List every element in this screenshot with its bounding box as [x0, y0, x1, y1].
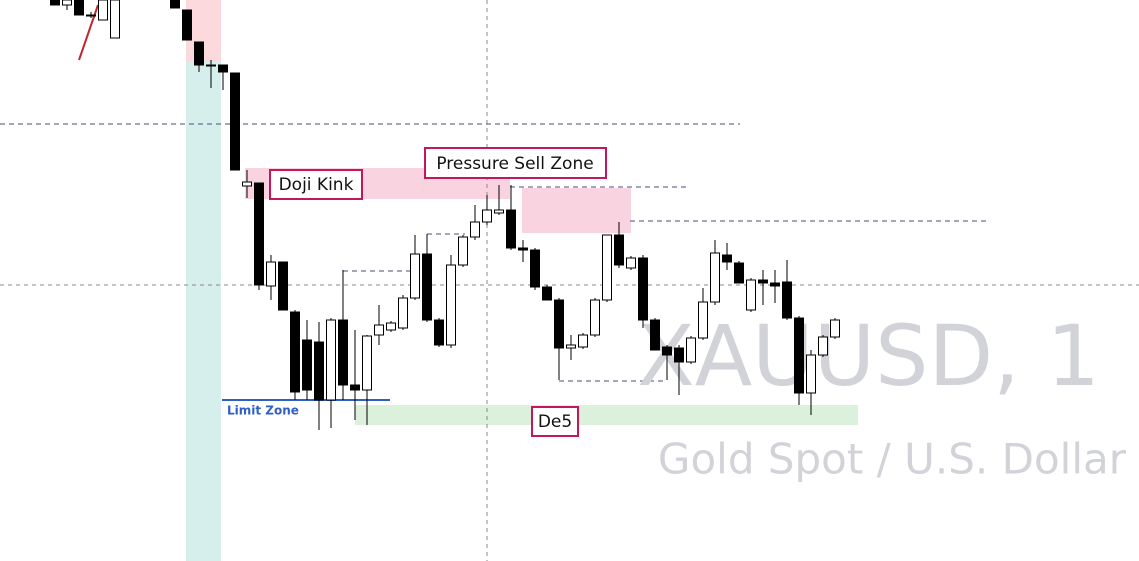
candle-body [674, 347, 684, 363]
candle-body [182, 9, 192, 41]
candle-body [710, 252, 720, 303]
annotation: De5 [538, 412, 572, 432]
annotation: Doji Kink [279, 175, 354, 195]
candle-body [530, 249, 540, 288]
candle-body [506, 209, 516, 249]
candle-body [698, 301, 708, 339]
annotation: Pressure Sell Zone [436, 154, 593, 174]
pressure-zone [522, 188, 631, 233]
candle-body [734, 262, 744, 284]
candle-body [254, 182, 264, 286]
candle-body [374, 324, 384, 336]
candle-body [722, 254, 732, 263]
candle-body [242, 181, 252, 187]
candle-body [830, 319, 840, 338]
candle-body [482, 209, 492, 223]
candle-body [110, 0, 120, 39]
candle-body [206, 64, 216, 67]
candle-body [86, 14, 96, 17]
candle-body [278, 261, 288, 311]
candle-body [326, 319, 336, 401]
trend-line [78, 4, 99, 61]
candle-body [566, 344, 576, 349]
candle-body [266, 261, 276, 287]
candle-body [602, 234, 612, 301]
candle-body [350, 384, 360, 391]
candle-body [230, 72, 240, 171]
candle-body [362, 335, 372, 391]
candle-body [806, 354, 816, 394]
candle-body [662, 346, 672, 356]
candle-body [542, 286, 552, 301]
candle-body [50, 0, 60, 6]
candle-body [518, 247, 528, 251]
label-box [269, 169, 363, 200]
candle-body [590, 299, 600, 336]
candles [50, 0, 840, 430]
candle-body [782, 281, 792, 319]
candle-body [770, 282, 780, 287]
candle-body [650, 319, 660, 351]
demand-zone [355, 405, 858, 425]
candle-body [494, 209, 504, 214]
watermark-description: Gold Spot / U.S. Dollar [658, 435, 1127, 484]
label-box [531, 406, 579, 437]
candle-body [170, 0, 180, 9]
candle-body [818, 336, 828, 356]
annotation: Limit Zone [227, 404, 299, 418]
candle-body [194, 41, 204, 66]
candle-body [686, 337, 696, 363]
candle-body [758, 279, 768, 284]
candle-body [422, 253, 432, 321]
candle-body [398, 297, 408, 329]
candle-body [98, 0, 108, 21]
candle-body [746, 279, 756, 311]
labels: Pressure Sell Zone Doji Kink Limit Zone … [227, 147, 607, 437]
candle-body [314, 341, 324, 401]
candle-body [626, 257, 636, 269]
candle-body [638, 257, 648, 321]
candle-body [74, 0, 84, 16]
candle-body [578, 334, 588, 348]
candle-body [614, 234, 624, 266]
candle-body [434, 319, 444, 346]
candle-body [458, 236, 468, 266]
candle-body [410, 253, 420, 299]
candle-body [554, 299, 564, 349]
watermark-symbol: XAUUSD, 1 [637, 307, 1100, 405]
label-box [424, 147, 607, 179]
buy-zone [186, 62, 221, 561]
candle-body [470, 221, 480, 238]
candle-body [302, 339, 312, 391]
candle-body [794, 317, 804, 394]
candle-body [446, 264, 456, 346]
candle-body [218, 64, 228, 73]
candle-body [338, 319, 348, 386]
candle-body [290, 311, 300, 393]
candle-body [386, 322, 396, 331]
candle-body [62, 0, 72, 6]
